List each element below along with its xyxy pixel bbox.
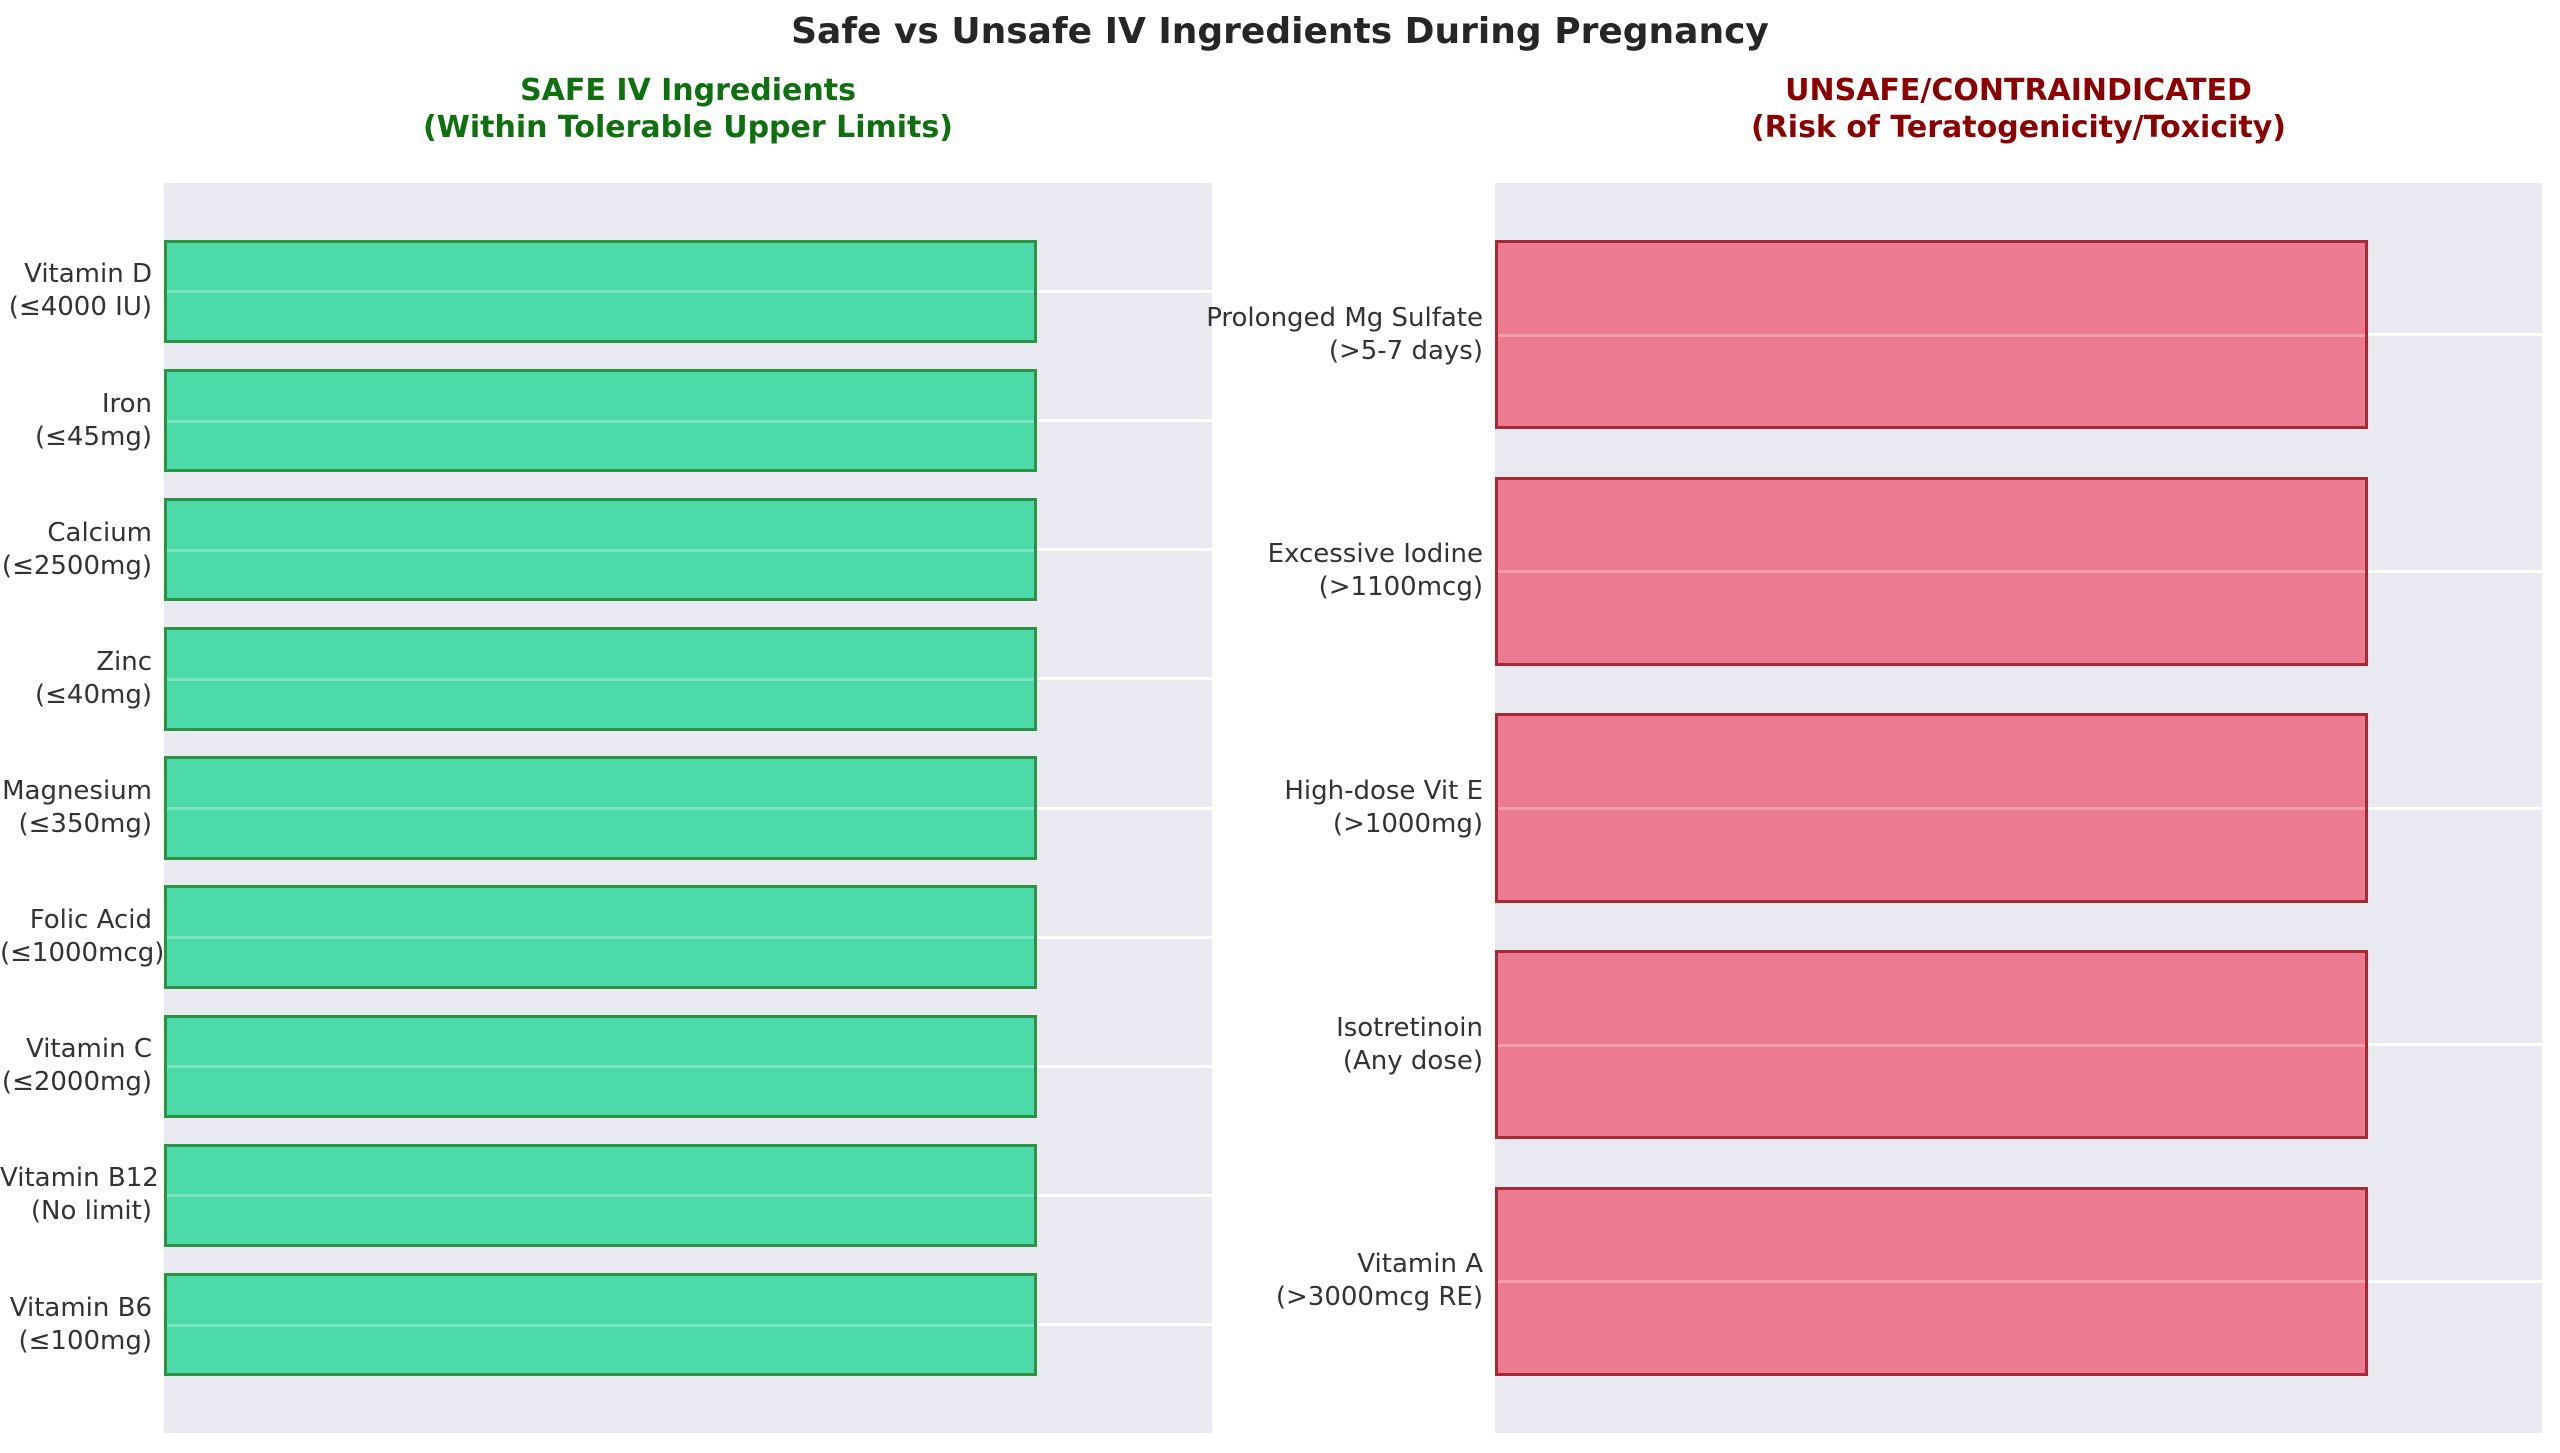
bar-sheen bbox=[167, 548, 1035, 552]
bar-sheen bbox=[1498, 806, 2365, 810]
safe-bar bbox=[164, 498, 1038, 602]
category-name: Vitamin B6 bbox=[9, 1292, 152, 1323]
unsafe-bar bbox=[1495, 950, 2368, 1140]
category-limit: (>3000mcg RE) bbox=[1275, 1282, 1483, 1313]
safe-axis-labels: Vitamin D (≤4000 IU) Iron (≤45mg) Calcium (≤2… bbox=[0, 183, 165, 1433]
category-name: Iron bbox=[101, 388, 152, 419]
category-limit: (>1000mg) bbox=[1332, 809, 1483, 839]
category-limit: (>5-7 days) bbox=[1328, 335, 1483, 366]
safe-bar bbox=[164, 1143, 1038, 1248]
unsafe-axis-labels: Prolonged Mg Sulfate (>5-7 days) Excessive… bbox=[1205, 183, 1483, 1433]
bar-sheen bbox=[167, 419, 1035, 423]
category-label: Vitamin B12 (No limit) bbox=[0, 1162, 159, 1228]
category-label: Vitamin D (≤4000 IU) bbox=[0, 258, 152, 324]
unsafe-plot-area bbox=[1495, 183, 2542, 1433]
bar-sheen bbox=[1498, 1280, 2365, 1284]
category-label: Magnesium (≤350mg) bbox=[0, 775, 152, 841]
bar-sheen bbox=[167, 1323, 1035, 1327]
safe-bar bbox=[164, 1272, 1038, 1377]
bar-sheen bbox=[167, 806, 1035, 810]
bar-sheen bbox=[1498, 1043, 2365, 1047]
category-limit: (≤40mg) bbox=[35, 679, 152, 710]
chart-title: Safe vs Unsafe IV Ingredients During Pre… bbox=[791, 11, 1769, 52]
unsafe-panel-subtitle-line1: UNSAFE/CONTRAINDICATED bbox=[1785, 73, 2252, 108]
category-name: Vitamin D bbox=[24, 259, 152, 290]
category-name: Vitamin C bbox=[25, 1034, 152, 1065]
category-name: Prolonged Mg Sulfate bbox=[1206, 302, 1483, 333]
category-label: Folic Acid (≤1000mcg) bbox=[0, 904, 165, 970]
category-label: Iron (≤45mg) bbox=[0, 388, 152, 454]
safe-panel-subtitle: SAFE IV Ingredients (Within Tolerable Up… bbox=[164, 72, 1212, 146]
category-label: Zinc (≤40mg) bbox=[0, 646, 152, 712]
category-limit: (≤350mg) bbox=[18, 809, 152, 839]
category-name: Calcium bbox=[47, 517, 152, 548]
unsafe-panel-subtitle-line2: (Risk of Teratogenicity/Toxicity) bbox=[1750, 110, 2287, 145]
category-name: Excessive Iodine bbox=[1267, 539, 1483, 570]
unsafe-bar bbox=[1495, 476, 2368, 666]
bar-sheen bbox=[167, 1194, 1035, 1198]
category-limit: (≤2500mg) bbox=[1, 550, 152, 581]
safe-bar bbox=[164, 627, 1038, 731]
category-label: Vitamin A (>3000mcg RE) bbox=[1205, 1248, 1483, 1314]
bar-sheen bbox=[1498, 333, 2365, 337]
safe-bar bbox=[164, 1014, 1038, 1118]
bar-sheen bbox=[167, 677, 1035, 681]
category-limit: (≤100mg) bbox=[18, 1325, 152, 1356]
category-limit: (No limit) bbox=[30, 1196, 152, 1227]
safe-panel-subtitle-line2: (Within Tolerable Upper Limits) bbox=[423, 110, 953, 145]
category-label: Vitamin B6 (≤100mg) bbox=[0, 1292, 152, 1358]
category-name: High-dose Vit E bbox=[1284, 776, 1483, 806]
safe-bar bbox=[164, 368, 1038, 473]
bar-sheen bbox=[167, 290, 1035, 294]
category-limit: (≤1000mcg) bbox=[0, 938, 165, 969]
category-name: Vitamin A bbox=[1357, 1249, 1483, 1280]
unsafe-panel-subtitle: UNSAFE/CONTRAINDICATED (Risk of Teratoge… bbox=[1495, 72, 2542, 146]
category-limit: (≤2000mg) bbox=[1, 1067, 152, 1098]
safe-bar bbox=[164, 756, 1038, 860]
safe-panel-subtitle-line1: SAFE IV Ingredients bbox=[520, 73, 856, 108]
bar-sheen bbox=[167, 1065, 1035, 1069]
category-label: Vitamin C (≤2000mg) bbox=[0, 1033, 152, 1099]
category-label: High-dose Vit E (>1000mg) bbox=[1205, 775, 1483, 841]
category-limit: (≤45mg) bbox=[35, 421, 152, 452]
category-limit: (Any dose) bbox=[1342, 1045, 1483, 1076]
category-limit: (>1100mcg) bbox=[1318, 572, 1483, 603]
category-label: Calcium (≤2500mg) bbox=[0, 517, 152, 583]
safe-plot-area bbox=[164, 183, 1212, 1433]
category-name: Vitamin B12 bbox=[0, 1163, 159, 1194]
category-label: Isotretinoin (Any dose) bbox=[1205, 1012, 1483, 1078]
bar-sheen bbox=[1498, 570, 2365, 574]
safe-bar bbox=[164, 885, 1038, 989]
bar-sheen bbox=[167, 936, 1035, 940]
unsafe-bar bbox=[1495, 1186, 2368, 1377]
category-limit: (≤4000 IU) bbox=[8, 292, 152, 323]
category-name: Folic Acid bbox=[29, 905, 152, 936]
unsafe-bar bbox=[1495, 239, 2368, 430]
category-name: Isotretinoin bbox=[1336, 1012, 1483, 1043]
category-label: Prolonged Mg Sulfate (>5-7 days) bbox=[1205, 302, 1483, 368]
category-name: Zinc bbox=[96, 646, 152, 677]
unsafe-bar bbox=[1495, 713, 2368, 903]
category-label: Excessive Iodine (>1100mcg) bbox=[1205, 538, 1483, 604]
category-name: Magnesium bbox=[2, 776, 152, 806]
safe-bar bbox=[164, 239, 1038, 344]
